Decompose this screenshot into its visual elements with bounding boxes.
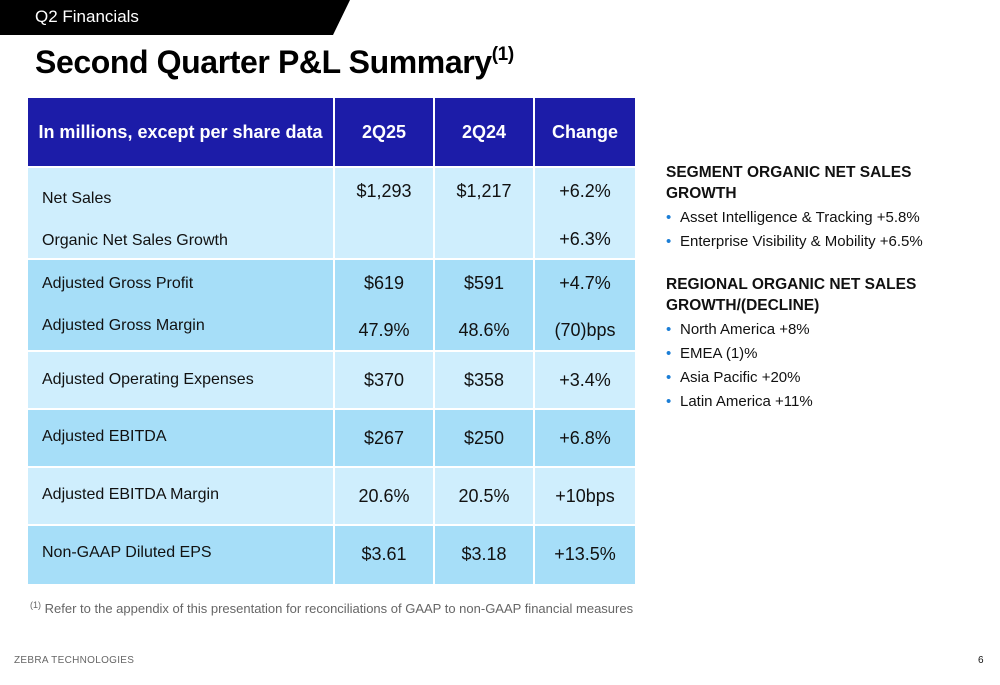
value-2q24: 20.5% <box>458 486 510 506</box>
column-header-2q25: 2Q25 <box>335 98 435 168</box>
column-header-change: Change <box>535 98 635 168</box>
page-title-text: Second Quarter P&L Summary <box>35 44 492 80</box>
value-change: (70)bps <box>554 320 616 340</box>
regional-growth-list: • North America +8% • EMEA (1)% • Asia Paci… <box>666 318 986 414</box>
value-2q24: $358 <box>463 370 505 390</box>
value-2q25: 47.9% <box>358 320 410 340</box>
value-2q24: $3.18 <box>461 544 507 564</box>
list-item: • Asia Pacific +20% <box>666 366 986 390</box>
title-footnote-marker: (1) <box>491 44 514 65</box>
bullet-icon: • <box>666 393 672 410</box>
row-label: Adjusted EBITDA Margin <box>42 486 219 503</box>
table-row: Adjusted EBITDA $267 $250 +6.8% <box>28 410 635 468</box>
value-2q25: $619 <box>363 273 405 293</box>
growth-summary-panel: SEGMENT ORGANIC NET SALES GROWTH • Asset … <box>666 162 986 414</box>
row-label: Adjusted Gross Margin <box>42 317 205 334</box>
value-change: +13.5% <box>554 544 616 564</box>
list-item-text: Asia Pacific +20% <box>680 369 801 386</box>
footnote: (1) Refer to the appendix of this presen… <box>30 600 633 616</box>
table-row-group-net-sales: Net Sales Organic Net Sales Growth $1,29… <box>28 168 635 260</box>
list-item-text: Latin America +11% <box>680 393 813 410</box>
list-item: • Latin America +11% <box>666 390 986 414</box>
regional-growth-heading: REGIONAL ORGANIC NET SALES GROWTH/(DECLI… <box>666 274 986 316</box>
bullet-icon: • <box>666 209 672 226</box>
segment-growth-heading: SEGMENT ORGANIC NET SALES GROWTH <box>666 164 912 202</box>
page-title: Second Quarter P&L Summary(1) <box>35 44 514 81</box>
bullet-icon: • <box>666 233 672 250</box>
footnote-marker: (1) <box>30 600 41 610</box>
value-2q25: 20.6% <box>358 486 410 506</box>
table-row: Adjusted EBITDA Margin 20.6% 20.5% +10bp… <box>28 468 635 526</box>
row-label: Non-GAAP Diluted EPS <box>42 544 212 561</box>
regional-heading-line: REGIONAL ORGANIC NET SALES <box>666 276 917 293</box>
row-label: Organic Net Sales Growth <box>42 232 228 249</box>
bullet-icon: • <box>666 345 672 362</box>
list-item: • North America +8% <box>666 318 986 342</box>
row-label: Adjusted Gross Profit <box>42 275 194 292</box>
table-header-row: In millions, except per share data 2Q25 … <box>28 98 635 168</box>
value-change: +4.7% <box>559 273 611 293</box>
table-row-group-gross-profit: Adjusted Gross Profit Adjusted Gross Mar… <box>28 260 635 352</box>
row-label: Adjusted Operating Expenses <box>42 371 254 388</box>
value-change: +6.2% <box>559 181 611 201</box>
regional-heading-line: GROWTH/(DECLINE) <box>666 297 820 314</box>
column-header-2q24: 2Q24 <box>435 98 535 168</box>
list-item-text: EMEA (1)% <box>680 345 758 362</box>
section-tab: Q2 Financials <box>0 0 350 35</box>
segment-growth-list: • Asset Intelligence & Tracking +5.8% • En… <box>666 206 986 254</box>
page-number: 6 <box>978 655 984 666</box>
bullet-icon: • <box>666 369 672 386</box>
value-2q25: $3.61 <box>361 544 407 564</box>
section-label: Q2 Financials <box>35 7 139 26</box>
value-2q25: $267 <box>363 428 405 448</box>
list-item-text: North America +8% <box>680 321 810 338</box>
list-item: • Asset Intelligence & Tracking +5.8% <box>666 206 986 230</box>
row-label: Adjusted EBITDA <box>42 428 167 445</box>
pl-summary-table: In millions, except per share data 2Q25 … <box>28 98 635 584</box>
value-2q24: 48.6% <box>458 320 510 340</box>
footnote-text: Refer to the appendix of this presentati… <box>44 601 634 616</box>
list-item-text: Asset Intelligence & Tracking +5.8% <box>680 209 920 226</box>
list-item-text: Enterprise Visibility & Mobility +6.5% <box>680 233 923 250</box>
list-item: • EMEA (1)% <box>666 342 986 366</box>
table-row: Adjusted Operating Expenses $370 $358 +3… <box>28 352 635 410</box>
value-change: +3.4% <box>559 370 611 390</box>
company-brand: ZEBRA TECHNOLOGIES <box>14 655 135 666</box>
value-2q24: $250 <box>463 428 505 448</box>
value-change: +10bps <box>555 486 615 506</box>
column-header-metric: In millions, except per share data <box>28 98 335 168</box>
value-change: +6.8% <box>559 428 611 448</box>
row-label: Net Sales <box>42 190 112 207</box>
value-2q25: $1,293 <box>356 181 412 201</box>
bullet-icon: • <box>666 321 672 338</box>
table-row: Non-GAAP Diluted EPS $3.61 $3.18 +13.5% <box>28 526 635 584</box>
value-2q24: $591 <box>463 273 505 293</box>
value-2q24: $1,217 <box>456 181 512 201</box>
list-item: • Enterprise Visibility & Mobility +6.5% <box>666 230 986 254</box>
value-change: +6.3% <box>559 229 611 249</box>
value-2q25: $370 <box>363 370 405 390</box>
